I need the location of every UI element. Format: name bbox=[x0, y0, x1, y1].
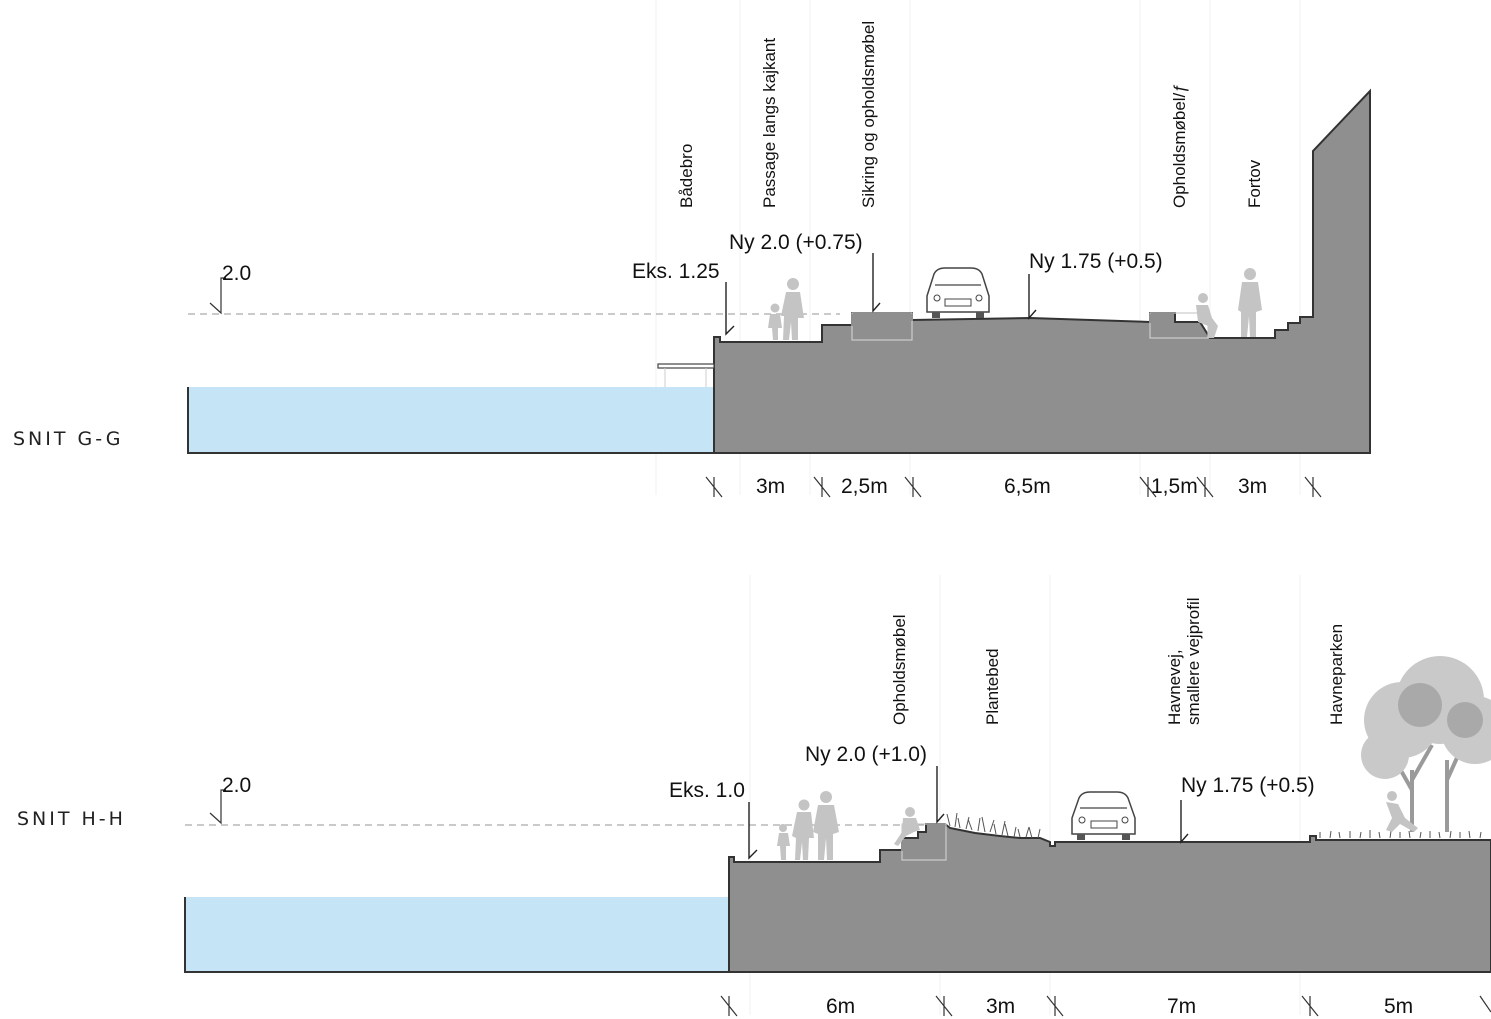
ground-profile bbox=[728, 823, 1491, 973]
bench-outline bbox=[901, 823, 947, 861]
water-area bbox=[185, 897, 729, 972]
dimension-label: 6m bbox=[826, 995, 855, 1018]
existing-level-leader bbox=[748, 802, 758, 860]
dimension-label: 6,5m bbox=[1004, 475, 1051, 498]
water-level-label: 2.0 bbox=[222, 774, 251, 797]
new-level-label: Ny 1.75 (+0.5) bbox=[1029, 250, 1163, 273]
car-illustration bbox=[1071, 791, 1136, 840]
water-level-label: 2.0 bbox=[222, 262, 251, 285]
label-passage: Passage langs kajkant bbox=[760, 38, 779, 208]
planting-bed bbox=[946, 812, 1041, 839]
basin-outline bbox=[184, 897, 729, 973]
person-figure bbox=[1386, 791, 1418, 832]
park-grass bbox=[1319, 830, 1482, 839]
level-marker bbox=[209, 277, 226, 315]
existing-level-leader bbox=[725, 282, 735, 336]
existing-level-label: Eks. 1.25 bbox=[632, 260, 720, 283]
person-figure bbox=[894, 807, 920, 846]
tree-illustration bbox=[1361, 656, 1491, 832]
section-label-h-h: SNIT H-H bbox=[17, 808, 126, 830]
existing-level-label: Eks. 1.0 bbox=[669, 779, 745, 802]
dimension-label: 7m bbox=[1167, 995, 1196, 1018]
dimension-label: 5m bbox=[1384, 995, 1413, 1018]
new-level-leader bbox=[872, 253, 881, 313]
label-opholdsmobel: Opholdsmøbel/ƒ bbox=[1170, 83, 1189, 208]
section-label-g-g: SNIT G-G bbox=[13, 428, 124, 450]
person-figure bbox=[1196, 293, 1218, 338]
bench-outline bbox=[851, 312, 913, 341]
label-plantebed: Plantebed bbox=[983, 648, 1002, 725]
label-sikring: Sikring og opholdsmøbel bbox=[859, 21, 878, 208]
label-havnevej: Havnevej, bbox=[1165, 649, 1184, 725]
jetty bbox=[657, 363, 715, 387]
section-g-g: Bådebro Passage langs kajkant Sikring og… bbox=[187, 21, 1371, 498]
label-havneparken: Havneparken bbox=[1327, 624, 1346, 725]
new-level-label: Ny 2.0 (+0.75) bbox=[729, 231, 863, 254]
person-figure bbox=[1238, 268, 1262, 337]
new-level-label: Ny 2.0 (+1.0) bbox=[805, 743, 927, 766]
dimension-label: 3m bbox=[986, 995, 1015, 1018]
new-level-leader bbox=[1180, 800, 1189, 844]
ground-profile bbox=[713, 88, 1371, 454]
new-level-leader bbox=[936, 766, 945, 824]
person-figure bbox=[768, 278, 804, 340]
new-level-leader bbox=[1028, 274, 1037, 320]
new-level-label: Ny 1.75 (+0.5) bbox=[1181, 774, 1315, 797]
dimension-ticks bbox=[705, 476, 1322, 498]
dimension-ticks bbox=[720, 995, 1491, 1017]
dimension-label: 2,5m bbox=[841, 475, 888, 498]
label-badebro: Bådebro bbox=[677, 144, 696, 208]
dimension-label: 3m bbox=[756, 475, 785, 498]
person-figure bbox=[777, 791, 839, 860]
label-fortov: Fortov bbox=[1245, 159, 1264, 208]
basin-outline bbox=[187, 387, 714, 454]
water-area bbox=[188, 387, 714, 453]
car-illustration bbox=[926, 267, 990, 318]
level-marker bbox=[209, 789, 226, 825]
label-opholdsmobel: Opholdsmøbel bbox=[890, 614, 909, 725]
dimension-label: 1,5m bbox=[1151, 475, 1198, 498]
label-vejprofil: smallere vejprofil bbox=[1184, 597, 1203, 725]
dimension-label: 3m bbox=[1238, 475, 1267, 498]
section-h-h: Opholdsmøbel Plantebed Havnevej, smaller… bbox=[184, 597, 1491, 1018]
